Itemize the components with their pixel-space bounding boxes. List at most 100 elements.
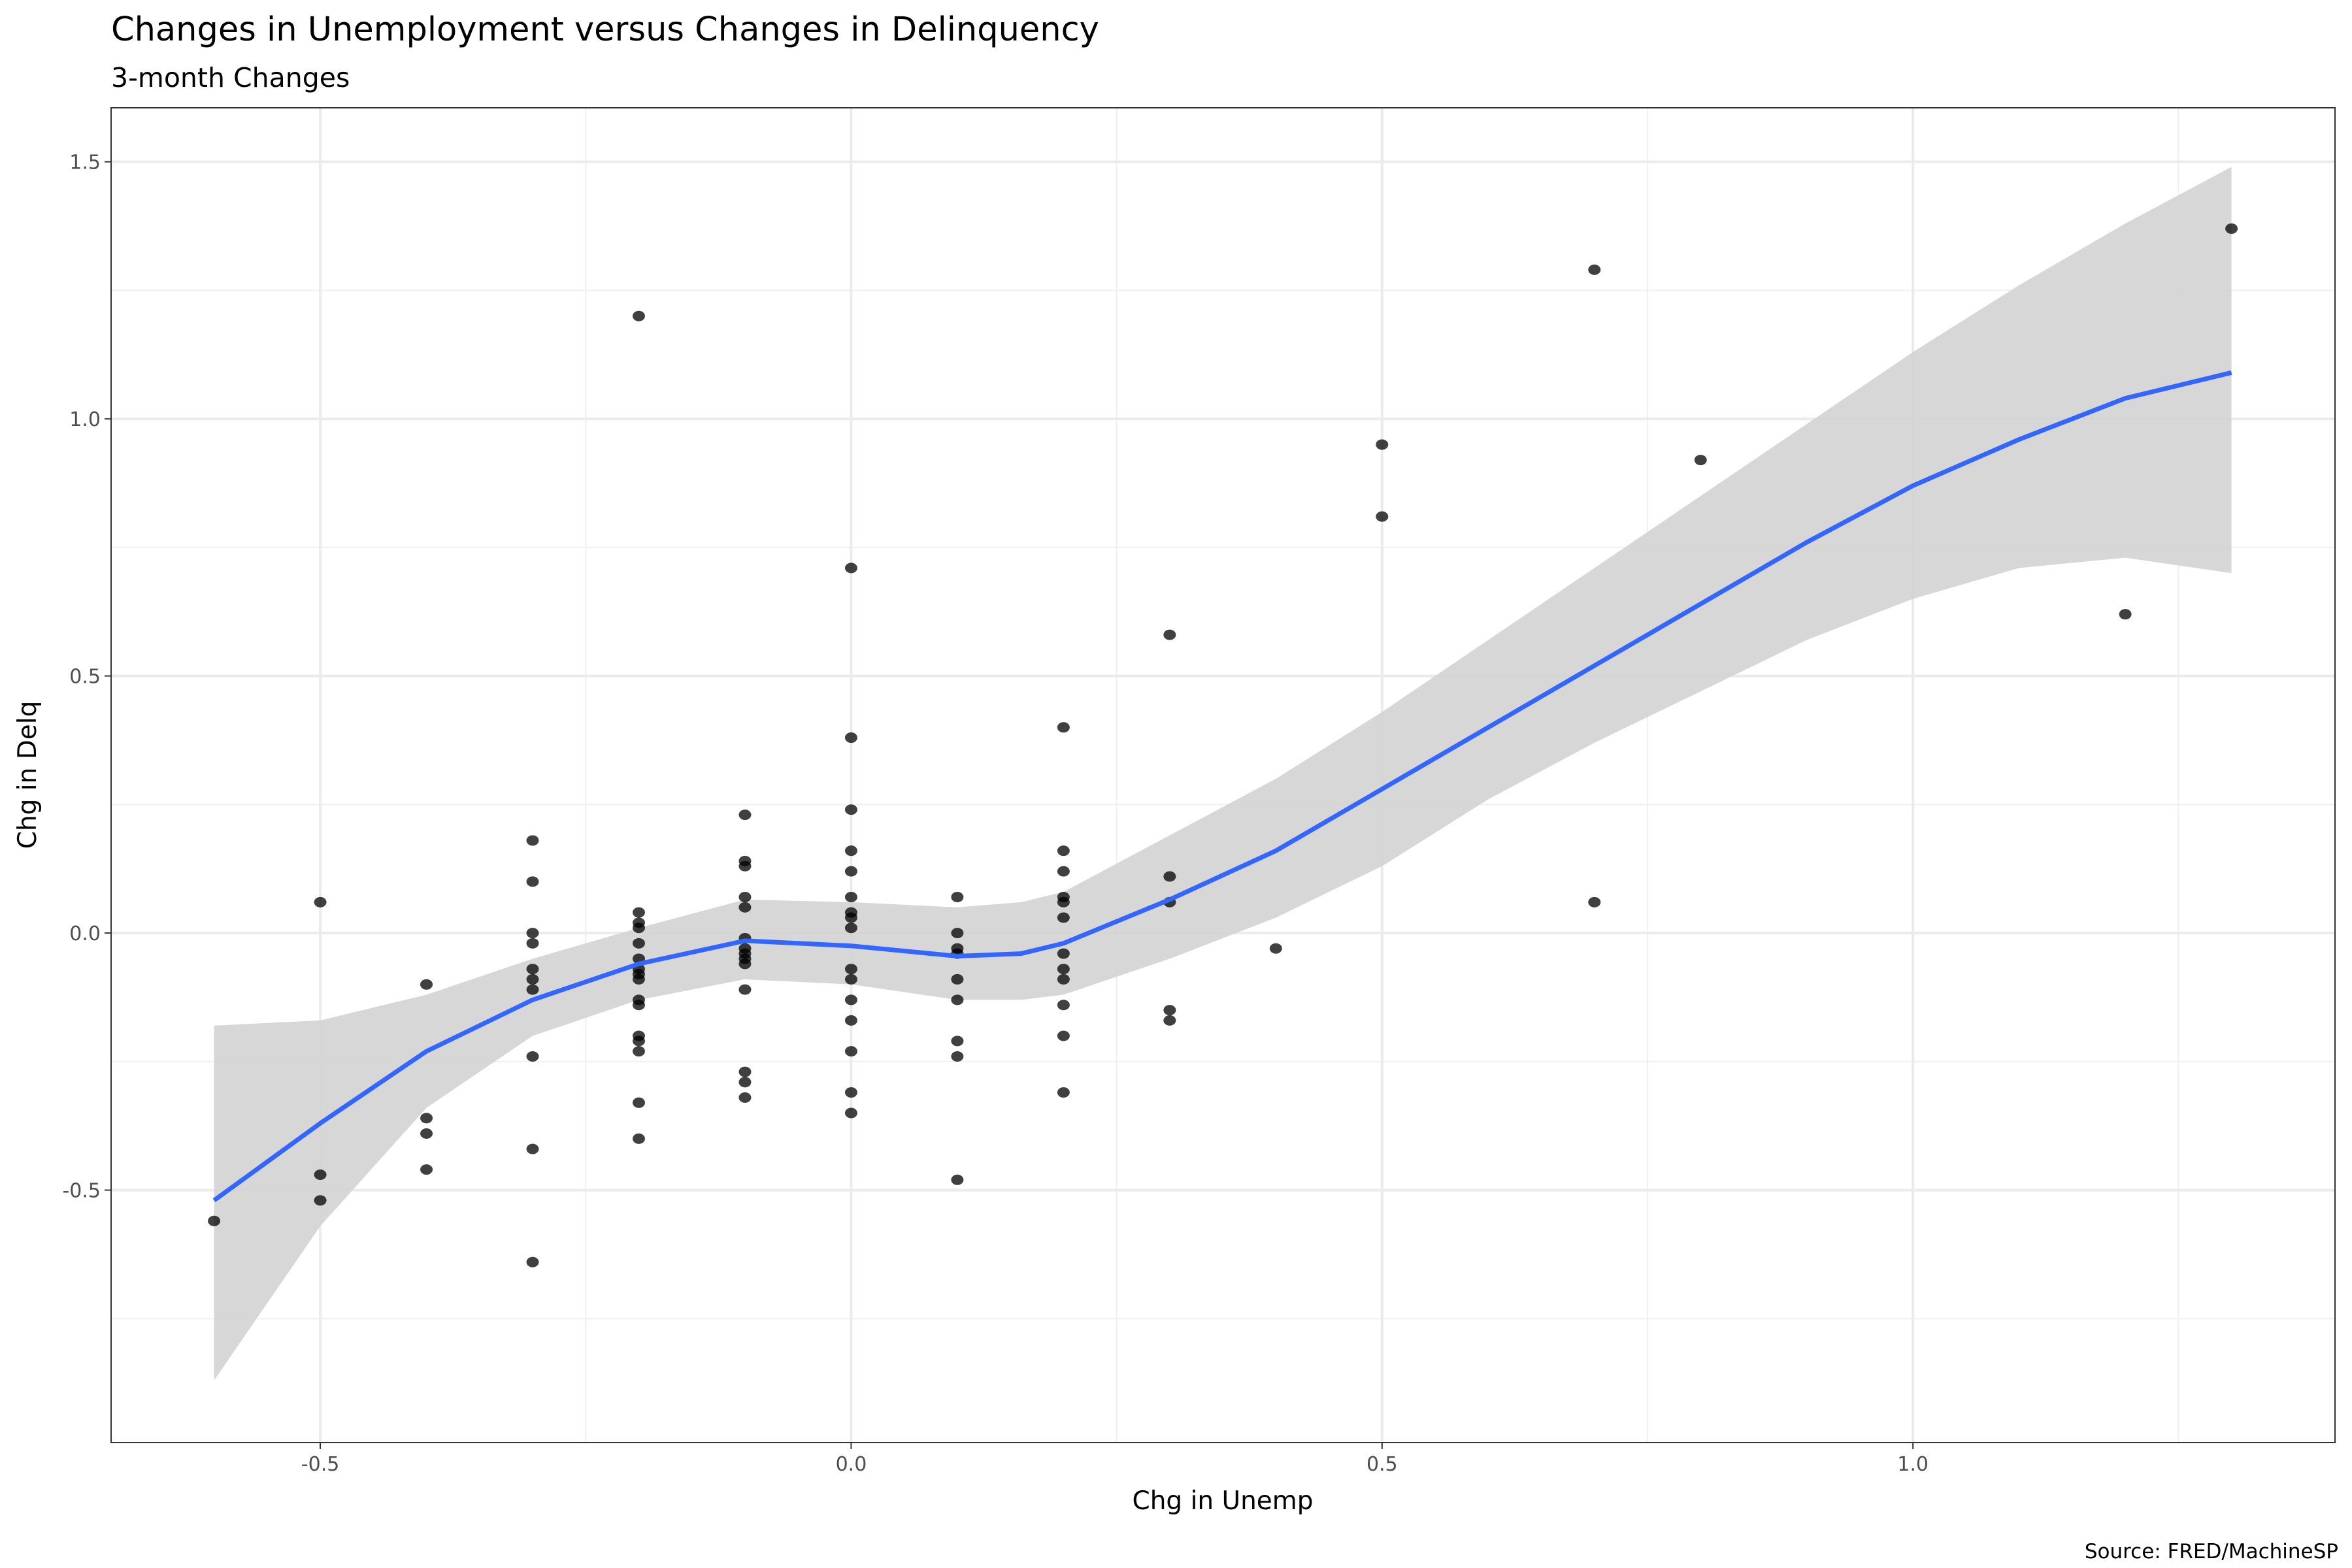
data-point — [526, 1051, 539, 1062]
data-point — [1057, 1087, 1070, 1098]
data-point — [526, 876, 539, 887]
data-point — [738, 860, 752, 872]
data-point — [526, 964, 539, 975]
data-point — [844, 1087, 857, 1098]
data-point — [844, 994, 857, 1005]
data-point — [951, 973, 964, 985]
data-point — [844, 1015, 857, 1026]
data-point — [632, 923, 645, 934]
data-point — [844, 964, 857, 975]
data-point — [1588, 264, 1601, 275]
data-point — [632, 973, 645, 985]
data-point — [951, 994, 964, 1005]
chart-title: Changes in Unemployment versus Changes i… — [111, 10, 1099, 49]
data-point — [1057, 722, 1070, 733]
data-point — [738, 984, 752, 995]
data-point — [632, 1000, 645, 1011]
x-axis-title: Chg in Unemp — [1132, 1486, 1313, 1516]
data-point — [526, 1143, 539, 1154]
data-point — [1057, 1000, 1070, 1011]
data-point — [1269, 943, 1282, 954]
data-point — [844, 892, 857, 903]
data-point — [526, 928, 539, 939]
data-point — [844, 732, 857, 743]
data-point — [420, 1164, 433, 1175]
data-point — [1376, 511, 1389, 522]
data-point — [1057, 912, 1070, 923]
data-point — [420, 1113, 433, 1124]
loess-line — [212, 370, 2232, 1203]
y-tick-label: -0.5 — [62, 1180, 101, 1203]
data-point — [1057, 964, 1070, 975]
points — [208, 223, 2238, 1267]
panel-border — [110, 107, 2336, 1443]
data-point — [632, 1133, 645, 1144]
data-point — [632, 907, 645, 918]
data-point — [314, 1195, 327, 1206]
data-point — [738, 892, 752, 903]
data-point — [738, 809, 752, 821]
data-point — [632, 310, 645, 321]
chart-subtitle: 3-month Changes — [111, 62, 350, 93]
data-point — [844, 973, 857, 985]
data-point — [420, 1128, 433, 1139]
data-point — [526, 938, 539, 949]
y-tick-label: 1.5 — [69, 152, 101, 174]
data-point — [1057, 1030, 1070, 1041]
data-point — [1376, 439, 1389, 450]
y-tick-label: 0.0 — [69, 923, 101, 945]
data-point — [844, 563, 857, 574]
data-point — [844, 923, 857, 934]
y-tick-label: 1.0 — [69, 408, 101, 431]
data-point — [526, 984, 539, 995]
data-point — [951, 1174, 964, 1185]
data-point — [526, 1256, 539, 1267]
data-point — [844, 1107, 857, 1119]
data-point — [1057, 866, 1070, 877]
data-point — [208, 1215, 221, 1226]
data-point — [2225, 223, 2238, 234]
data-point — [1057, 845, 1070, 857]
x-tick-label: 0.0 — [836, 1453, 867, 1476]
confidence-band — [214, 167, 2232, 1380]
data-point — [738, 1092, 752, 1103]
data-point — [1057, 948, 1070, 959]
data-point — [1588, 896, 1601, 907]
data-point — [526, 973, 539, 985]
data-point — [632, 1036, 645, 1047]
data-point — [632, 1097, 645, 1108]
data-point — [1694, 455, 1707, 466]
data-point — [314, 1169, 327, 1180]
confidence-band-area — [214, 167, 2232, 1380]
data-point — [1163, 1005, 1176, 1016]
data-point — [951, 1036, 964, 1047]
data-point — [951, 928, 964, 939]
data-point — [1163, 1015, 1176, 1026]
data-point — [1057, 896, 1070, 907]
data-point — [632, 938, 645, 949]
data-point — [951, 892, 964, 903]
y-axis-ticks: -0.5 0.0 0.5 1.0 1.5 — [62, 152, 111, 1203]
y-axis-title: Chg in Delq — [13, 701, 42, 849]
data-point — [844, 866, 857, 877]
caption: Source: FRED/MachineSP — [2085, 1540, 2338, 1563]
x-axis-ticks: -0.5 0.0 0.5 1.0 — [301, 1443, 1929, 1476]
data-point — [314, 896, 327, 907]
data-point — [1163, 629, 1176, 640]
data-point — [738, 1077, 752, 1088]
data-point — [738, 958, 752, 970]
x-tick-label: 0.5 — [1366, 1453, 1398, 1476]
data-point — [1163, 871, 1176, 882]
data-point — [844, 912, 857, 923]
x-tick-label: 1.0 — [1897, 1453, 1929, 1476]
smooth-line — [212, 370, 2232, 1203]
data-point — [1057, 973, 1070, 985]
data-point — [844, 1046, 857, 1057]
data-point — [951, 1051, 964, 1062]
data-point — [738, 902, 752, 913]
data-point — [632, 1046, 645, 1057]
data-point — [844, 804, 857, 815]
y-tick-label: 0.5 — [69, 666, 101, 689]
data-point — [526, 835, 539, 846]
